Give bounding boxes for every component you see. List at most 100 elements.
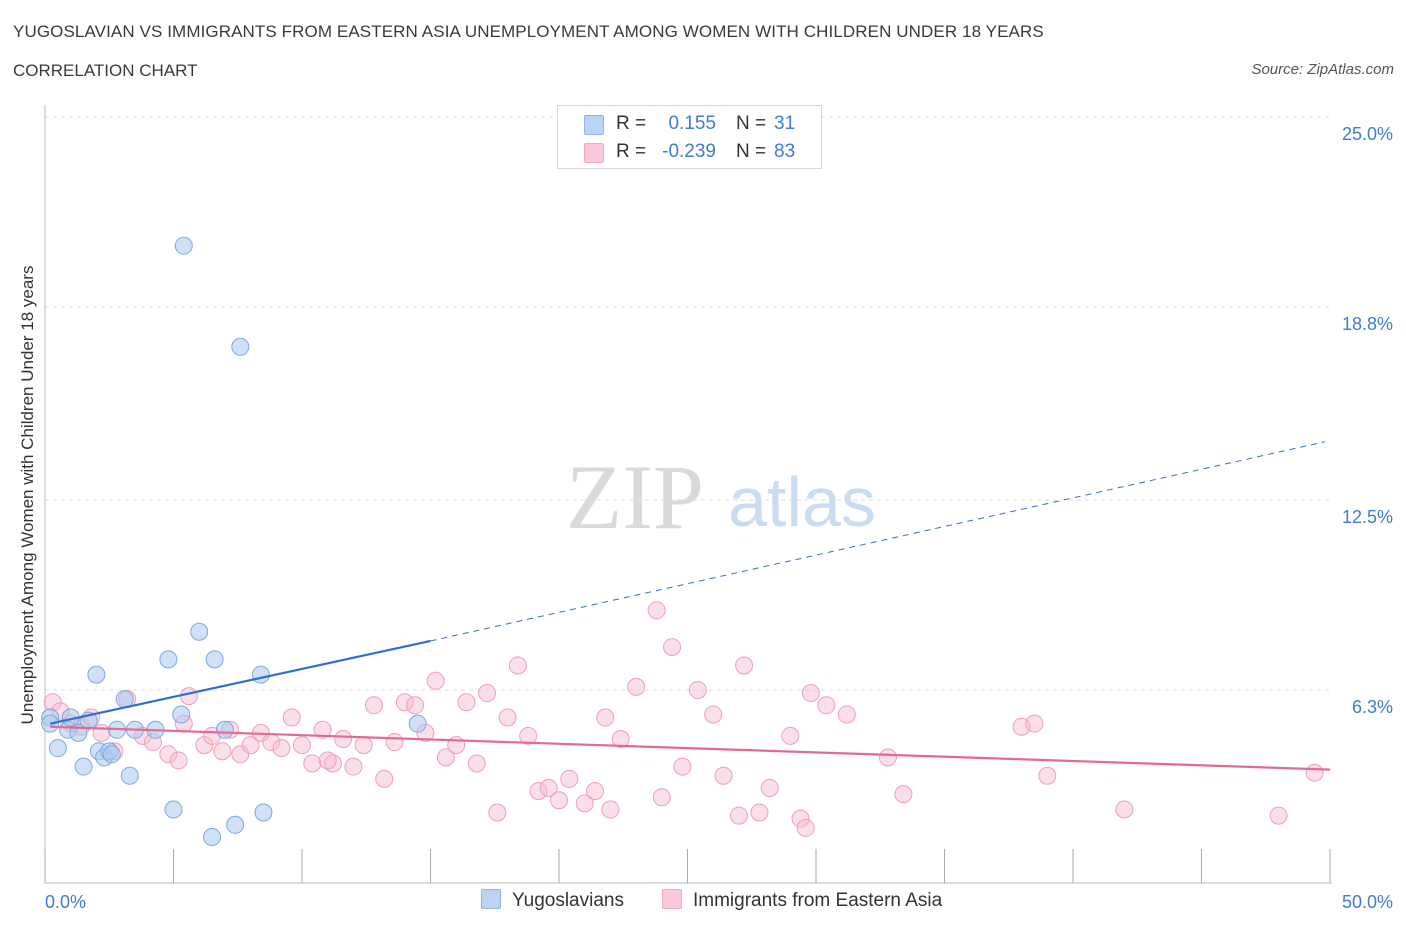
bottom-legend-immigrants: Immigrants from Eastern Asia: [662, 889, 942, 912]
data-point-yugoslavians: [254, 803, 273, 822]
data-point-yugoslavians: [120, 766, 139, 785]
axes: [44, 105, 1332, 884]
data-point-immigrants: [1115, 800, 1134, 819]
data-point-immigrants: [817, 696, 836, 715]
data-point-yugoslavians: [205, 650, 224, 669]
data-point-immigrants: [647, 601, 666, 620]
data-point-yugoslavians: [48, 739, 67, 758]
data-point-immigrants: [729, 806, 748, 825]
legend-r-label: R =: [616, 141, 647, 162]
data-point-immigrants: [282, 708, 301, 727]
bottom-legend-swatch-blue: [481, 889, 501, 909]
data-point-yugoslavians: [102, 745, 121, 764]
data-point-immigrants: [791, 809, 810, 828]
x-tick-label-max: 50.0%: [1342, 892, 1393, 912]
data-point-immigrants: [231, 745, 250, 764]
data-point-immigrants: [750, 803, 769, 822]
series-immigrants-eastern-asia-points: [43, 601, 1324, 837]
data-point-immigrants: [457, 693, 476, 712]
y-tick-label: 25.0%: [1342, 124, 1393, 144]
data-point-immigrants: [395, 693, 414, 712]
data-point-immigrants: [1038, 766, 1057, 785]
data-point-immigrants: [560, 769, 579, 788]
data-point-yugoslavians: [231, 337, 250, 356]
data-point-immigrants: [169, 751, 188, 770]
data-point-immigrants: [241, 736, 260, 755]
data-point-immigrants: [801, 684, 820, 703]
trend-line-yugoslavians: [49, 639, 431, 725]
data-point-immigrants: [735, 656, 754, 675]
data-point-immigrants: [529, 782, 548, 801]
data-point-immigrants: [1305, 763, 1324, 782]
data-point-yugoslavians: [215, 720, 234, 739]
data-point-immigrants: [575, 794, 594, 813]
y-tick-label: 6.3%: [1352, 697, 1393, 717]
data-point-immigrants: [385, 733, 404, 752]
data-point-immigrants: [92, 723, 111, 742]
data-point-yugoslavians: [87, 665, 106, 684]
data-point-immigrants: [426, 671, 445, 690]
trend-line-yugoslavians-extension: [430, 441, 1325, 642]
bottom-legend-label: Yugoslavians: [512, 890, 624, 911]
data-point-immigrants: [488, 803, 507, 822]
data-point-immigrants: [519, 726, 538, 745]
bottom-legend-swatch-pink: [662, 889, 682, 909]
legend-swatch-pink: [584, 143, 604, 163]
data-point-immigrants: [195, 736, 214, 755]
data-point-immigrants: [585, 782, 604, 801]
data-point-immigrants: [837, 705, 856, 724]
data-point-immigrants: [550, 791, 568, 810]
trend-line-immigrants: [50, 725, 1331, 771]
watermark-atlas: atlas: [728, 463, 876, 541]
source-label: Source: ZipAtlas.com: [1251, 61, 1394, 78]
data-point-immigrants: [344, 757, 363, 776]
bottom-legend-label: Immigrants from Eastern Asia: [693, 890, 943, 911]
bottom-legend-yugoslavians: Yugoslavians: [481, 889, 624, 912]
legend-r-value: -0.239: [662, 141, 716, 162]
data-point-immigrants: [673, 757, 692, 776]
data-point-immigrants: [478, 684, 497, 703]
legend-r-value: 0.155: [668, 113, 716, 134]
data-point-immigrants: [714, 766, 733, 785]
series-yugoslavians-points: [41, 236, 427, 847]
x-tick-label-min: 0.0%: [45, 892, 86, 912]
watermark: ZIP atlas: [566, 446, 876, 548]
y-tick-label: 18.8%: [1342, 314, 1393, 334]
data-point-yugoslavians: [74, 757, 93, 776]
legend-n-label: N =: [736, 141, 767, 162]
data-point-immigrants: [1269, 806, 1288, 825]
data-point-yugoslavians: [408, 714, 427, 733]
legend-swatch-blue: [584, 115, 604, 135]
data-point-immigrants: [704, 705, 723, 724]
watermark-zip: ZIP: [566, 446, 704, 548]
data-point-immigrants: [894, 785, 913, 804]
data-point-immigrants: [539, 779, 558, 798]
data-point-yugoslavians: [172, 705, 191, 724]
data-point-immigrants: [213, 742, 232, 761]
data-point-immigrants: [293, 736, 311, 755]
y-axis-label: Unemployment Among Women with Children U…: [18, 265, 37, 725]
data-point-immigrants: [781, 726, 800, 745]
data-point-yugoslavians: [164, 800, 183, 819]
legend-n-label: N =: [736, 113, 767, 134]
data-point-immigrants: [688, 680, 707, 699]
data-point-immigrants: [334, 729, 353, 748]
data-point-immigrants: [498, 708, 517, 727]
y-tick-label: 12.5%: [1342, 507, 1393, 527]
data-point-immigrants: [272, 739, 291, 758]
data-point-immigrants: [159, 745, 178, 764]
data-point-immigrants: [611, 729, 630, 748]
data-point-immigrants: [179, 687, 198, 706]
data-point-immigrants: [323, 754, 342, 773]
data-point-immigrants: [878, 748, 897, 767]
data-point-immigrants: [601, 800, 620, 819]
data-point-immigrants: [760, 779, 779, 798]
data-point-immigrants: [318, 751, 337, 770]
legend-r-label: R =: [616, 113, 647, 134]
data-point-immigrants: [627, 677, 646, 696]
data-point-immigrants: [663, 638, 682, 657]
data-point-yugoslavians: [251, 665, 270, 684]
data-point-yugoslavians: [159, 650, 178, 669]
correlation-legend: R = 0.155 N = 31 R = -0.239 N = 83: [557, 105, 822, 169]
